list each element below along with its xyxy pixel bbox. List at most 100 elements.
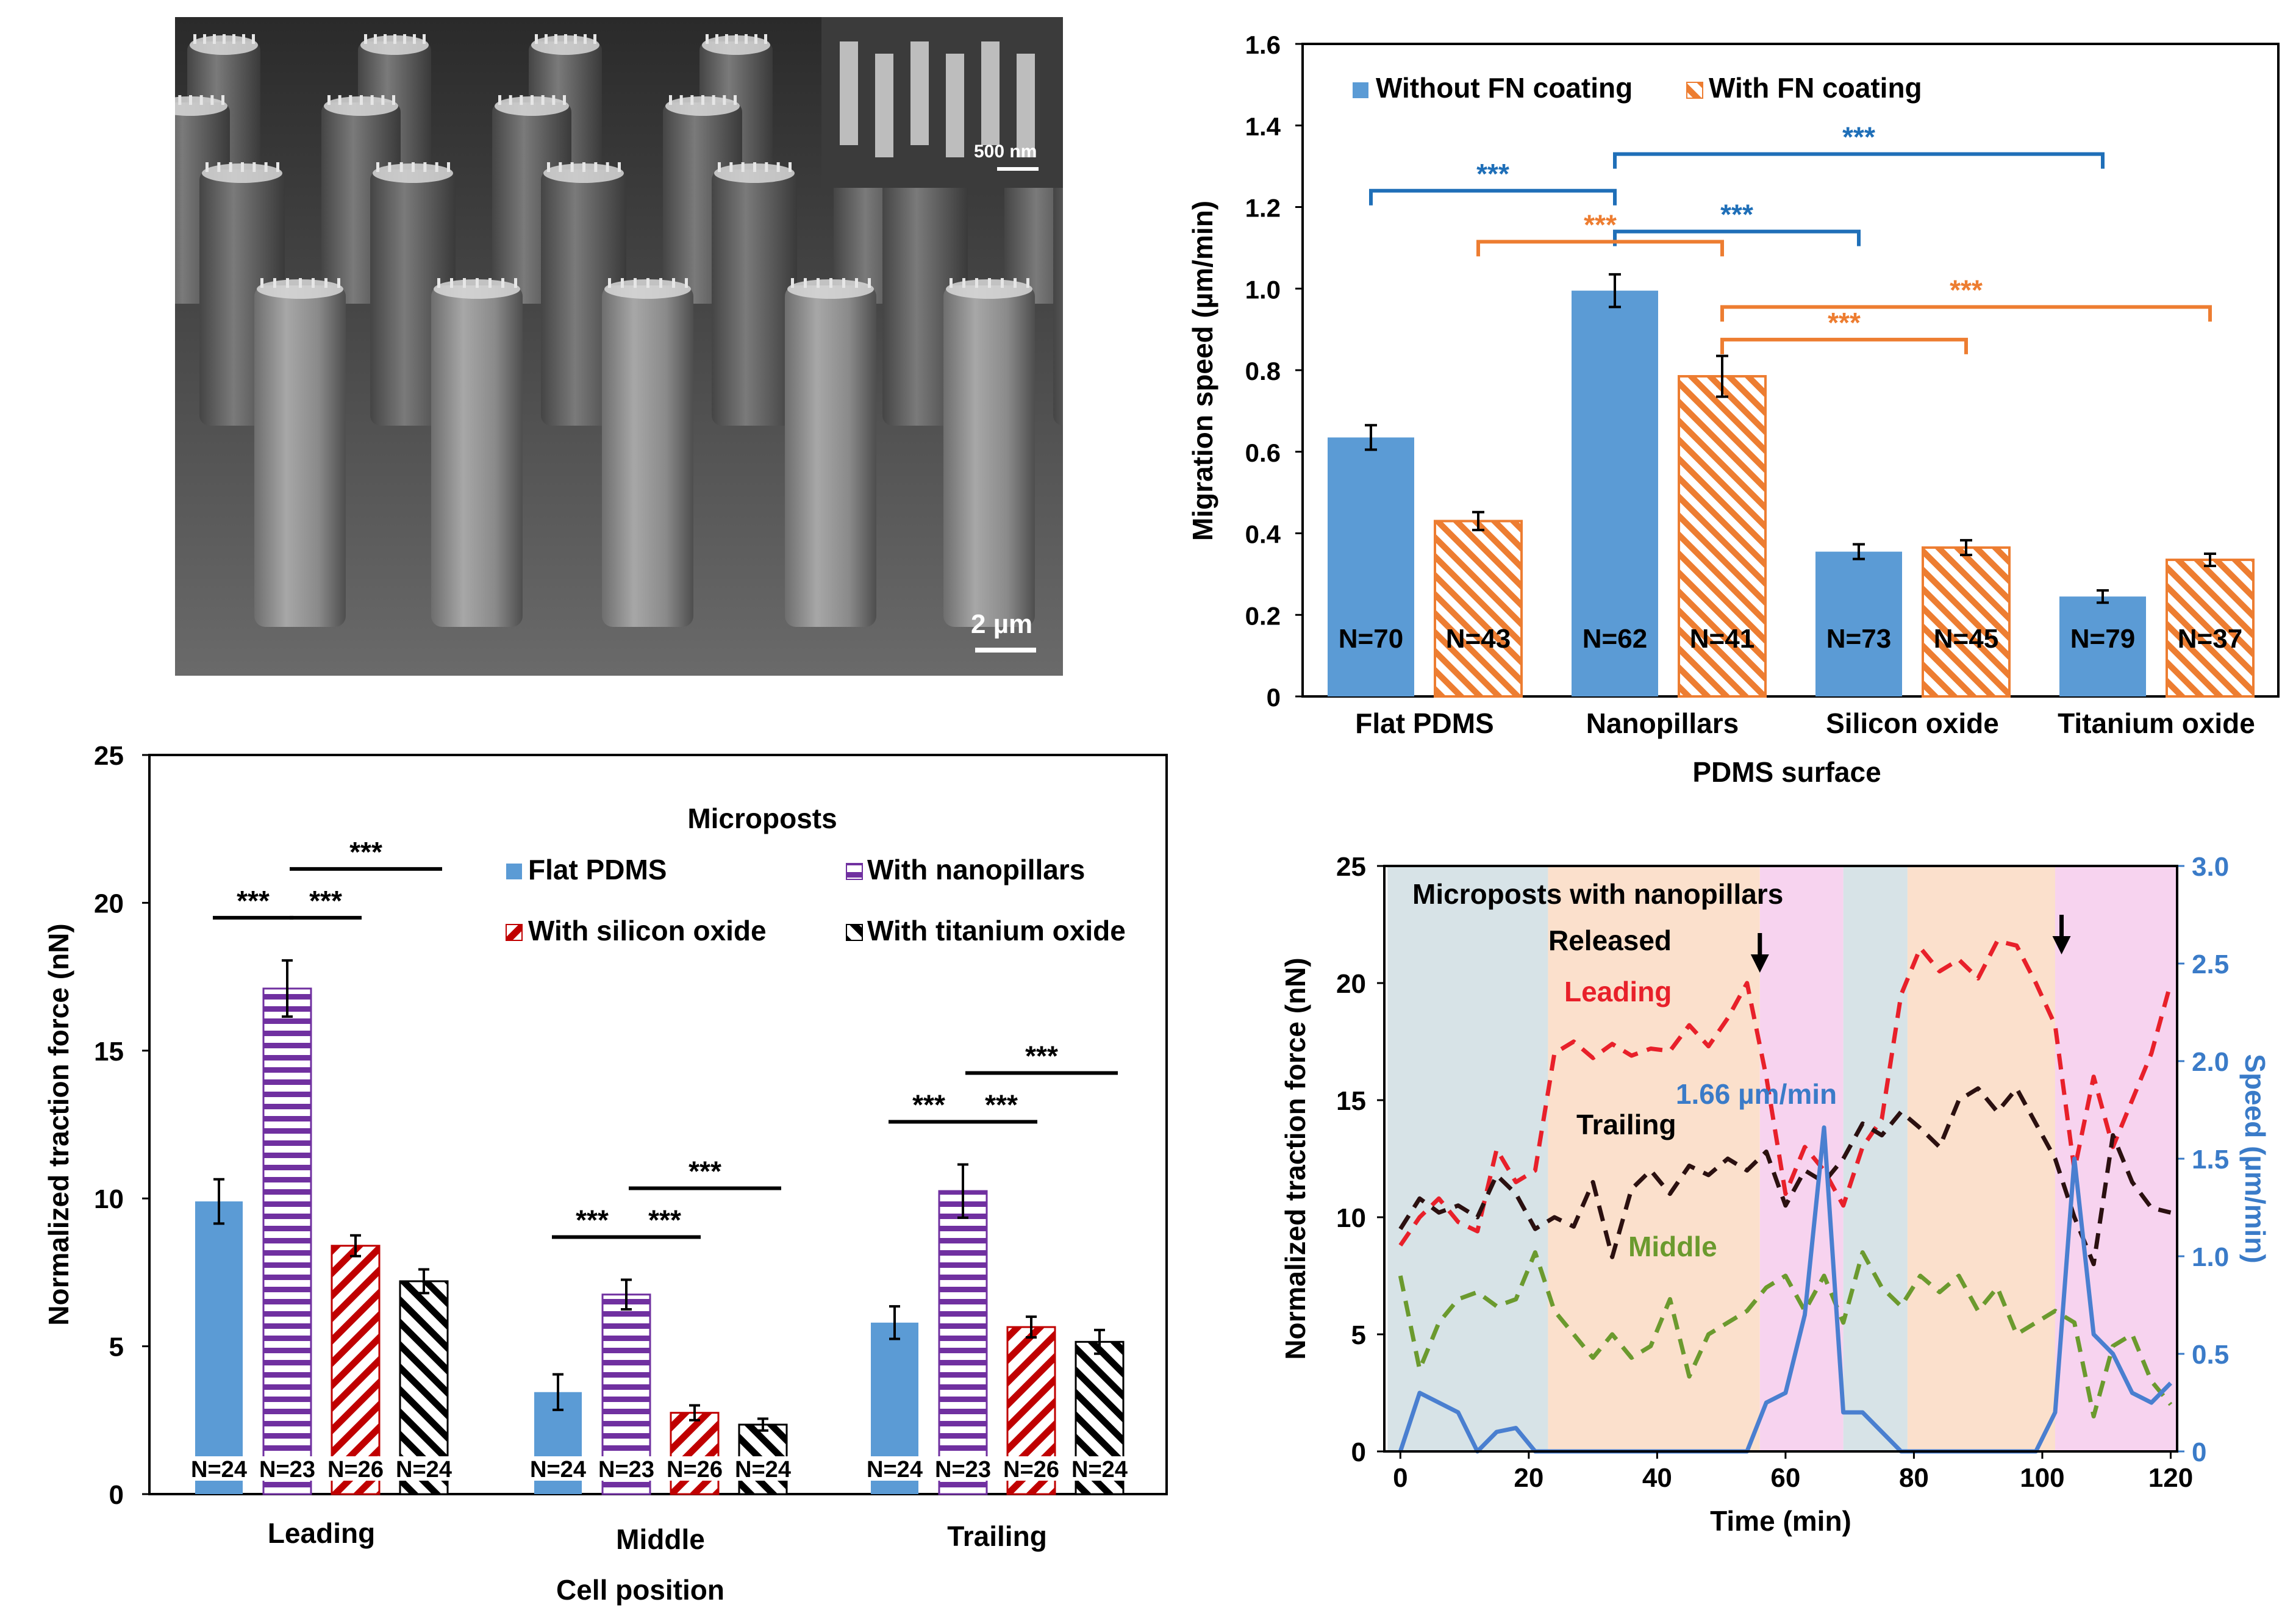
nanopillar (764, 34, 767, 44)
inset-pillar (1017, 54, 1035, 157)
bracket-line (1369, 188, 1617, 206)
nanopillar (723, 95, 726, 105)
significance-leading-1: *** (213, 885, 293, 920)
n-label-background (399, 1456, 449, 1481)
nanopillar (962, 278, 965, 288)
y2-tick-label: 3.0 (2192, 852, 2229, 882)
n-label-background (1006, 1456, 1056, 1481)
y-axis-title: Migration speed (µm/min) (1187, 201, 1218, 541)
n-label: N=26 (667, 1457, 723, 1483)
x-axis-title: PDMS surface (1692, 756, 1881, 788)
nanopillar (384, 34, 387, 44)
pillar-tip-nanopillars (324, 96, 398, 116)
significance-label: *** (1025, 1040, 1058, 1071)
nanopillar (547, 162, 550, 172)
legend-label-nanopillars: With nanopillars (867, 854, 1085, 885)
legend-swatch-without-fn (1353, 82, 1368, 98)
time-course-chart: 0 20 40 60 80 100 120051015202500.51.01.52.02.… (1279, 852, 2271, 1537)
arrow-head (1750, 954, 1769, 973)
n-label: N=41 (1690, 624, 1754, 654)
nanopillar (241, 162, 244, 172)
series-label-trailing: Trailing (1576, 1109, 1676, 1140)
y-tick-label: 0.8 (1245, 357, 1281, 385)
bar-flat-pdms-without-fn-coating (1328, 437, 1414, 696)
significance-bracket-2: *** (1613, 199, 1861, 246)
significance-label: *** (912, 1089, 945, 1120)
phase-band-1 (1387, 866, 1548, 1451)
legend: Without FN coating With FN coating (1353, 72, 1922, 104)
n-label: N=45 (1934, 624, 1998, 654)
x-tick-label: 40 (1642, 1463, 1672, 1493)
nanopillar (206, 162, 209, 172)
x-tick-label: 0 (1393, 1463, 1407, 1493)
nanopillar (242, 34, 245, 44)
n-label: N=23 (259, 1457, 315, 1483)
nanopillar (221, 95, 224, 105)
n-label: N=26 (327, 1457, 384, 1483)
nanopillar (706, 34, 709, 44)
nanopillar (437, 278, 440, 288)
significance-bracket-1: *** (1369, 158, 1617, 206)
x-tick-label: 80 (1899, 1463, 1929, 1493)
significance-label: *** (689, 1156, 721, 1187)
n-label-background (194, 1456, 244, 1481)
nanopillar (541, 95, 545, 105)
y-tick-label: 15 (94, 1037, 124, 1067)
series-label-middle: Middle (1628, 1231, 1717, 1262)
legend-swatch-flat (506, 864, 522, 879)
nanopillar (203, 34, 206, 44)
nanopillar (463, 278, 466, 288)
x-axis-title: Time (min) (1710, 1505, 1851, 1537)
n-label: N=37 (2178, 624, 2242, 654)
x-tick-label-trailing: Trailing (947, 1520, 1047, 1552)
nanopillar (988, 278, 991, 288)
bracket-line (1613, 152, 2105, 169)
nanopillar (712, 95, 715, 105)
nanopillar (199, 95, 203, 105)
significance-label: *** (1950, 274, 1983, 306)
chart-title: Microposts with nanopillars (1412, 878, 1783, 910)
n-label: N=23 (598, 1457, 654, 1483)
nanopillar (685, 278, 688, 288)
nanopillar (735, 34, 738, 44)
y2-tick-label: 1.0 (2192, 1242, 2229, 1272)
y-tick-label: 1.2 (1245, 194, 1281, 223)
nanopillar (584, 34, 587, 44)
n-label-background (533, 1456, 583, 1481)
legend-label-flat: Flat PDMS (528, 854, 667, 885)
bar-trailing-with-nanopillars (938, 1190, 988, 1495)
nanopillar (563, 95, 566, 105)
nanopillar (252, 162, 256, 172)
y-tick-label: 10 (1336, 1203, 1366, 1233)
legend-label-silicon: With silicon oxide (528, 915, 767, 946)
nanopillar (286, 278, 289, 288)
significance-trailing-2: *** (965, 1089, 1037, 1124)
nanopillar (393, 34, 396, 44)
nanopillar (554, 34, 557, 44)
nanopillar (574, 34, 577, 44)
inset-pillar (946, 54, 964, 157)
nanopillar (264, 162, 268, 172)
y2-axis-title: Speed (µm/min) (2239, 1054, 2271, 1263)
y-tick-label: 1.4 (1245, 112, 1281, 141)
x-tick-label-leading: Leading (268, 1517, 375, 1549)
pillar-tip-nanopillars (373, 163, 453, 183)
significance-label: *** (1828, 307, 1861, 338)
x-tick-label-middle: Middle (616, 1523, 705, 1555)
y2-tick-label: 0.5 (2192, 1340, 2229, 1370)
pillar-body (712, 170, 797, 426)
significance-leading-2: *** (290, 885, 362, 920)
series-line-leading (1398, 939, 2173, 1247)
nanopillar (606, 162, 609, 172)
y-tick-label: 20 (94, 889, 124, 918)
pillar-tip-nanopillars (257, 279, 343, 299)
nanopillar (276, 162, 279, 172)
nanopillar (337, 278, 340, 288)
significance-label: *** (237, 885, 270, 917)
y-axis-title: Normalized traction force (nN) (43, 923, 74, 1325)
n-label-background (738, 1456, 788, 1481)
n-label: N=70 (1339, 624, 1403, 654)
main-scale-bar (975, 648, 1036, 653)
nanopillar (312, 278, 315, 288)
legend-swatch-titanium (846, 924, 863, 941)
